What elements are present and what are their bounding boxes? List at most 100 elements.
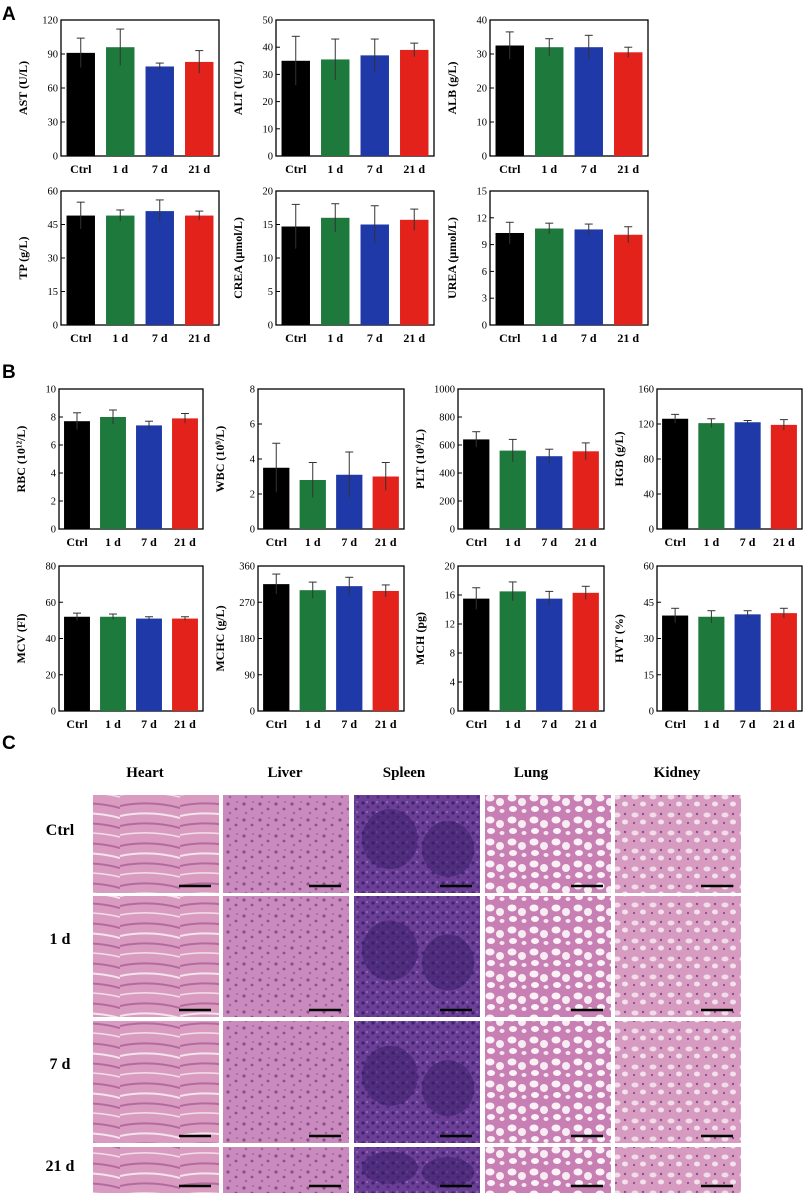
histology-image: [615, 896, 741, 1017]
y-tick-label: 60: [48, 84, 59, 95]
bar: [574, 47, 603, 157]
category-label: 7 d: [541, 717, 557, 731]
panel-label-b: B: [2, 362, 16, 383]
y-axis-label: AST (U/L): [16, 61, 30, 115]
histology-grid: Heart Liver Spleen Lung Kidney Ctrl 1 d 7 d 21 d: [46, 765, 741, 1193]
y-axis-label: HGB (g/L): [612, 431, 626, 486]
category-label: 21 d: [575, 535, 597, 549]
histology-row-label: 7 d: [50, 1056, 71, 1073]
y-tick-label: 2: [250, 490, 255, 501]
y-tick-label: 270: [239, 598, 255, 609]
bar: [299, 590, 326, 711]
bar: [536, 456, 563, 529]
category-label: 1 d: [704, 717, 720, 731]
category-label: 1 d: [327, 162, 343, 176]
y-tick-label: 20: [263, 187, 274, 198]
y-tick-label: 0: [51, 525, 56, 536]
category-label: 7 d: [152, 162, 168, 176]
category-label: 1 d: [505, 717, 521, 731]
category-label: 21 d: [403, 162, 425, 176]
category-label: 1 d: [112, 331, 128, 345]
category-label: 7 d: [341, 535, 357, 549]
panel-label-a: A: [2, 4, 16, 25]
bar: [172, 618, 198, 711]
bar: [734, 614, 761, 711]
bar-chart-11: 0 20 40 60 80 Ctrl 1 d 7 d 21 d MCV (Fl): [14, 562, 204, 731]
y-tick-label: 0: [450, 525, 455, 536]
y-tick-label: 600: [439, 441, 455, 452]
histology-image: [223, 1021, 349, 1143]
bar: [495, 45, 524, 156]
y-axis-label: RBC (10¹²/L): [14, 426, 28, 493]
y-tick-label: 20: [445, 562, 456, 573]
y-tick-label: 4: [51, 469, 57, 480]
spleen-follicle: [362, 920, 418, 981]
y-tick-label: 6: [482, 267, 487, 278]
y-tick-label: 20: [46, 670, 57, 681]
bar: [106, 215, 135, 325]
histology-image: [223, 896, 349, 1017]
bar: [400, 219, 429, 325]
category-label: 21 d: [617, 162, 639, 176]
bar-chart-1: 0 30 60 90 120 Ctrl 1 d 7 d 21 d AST (U/L): [16, 16, 220, 176]
bar: [734, 422, 761, 529]
histology-image: [615, 1021, 741, 1143]
bar-chart-3: 0 10 20 30 40 Ctrl 1 d 7 d 21 d ALB (g/L): [445, 16, 649, 176]
bar: [463, 598, 490, 711]
bar-chart-5: 0 5 10 15 20 Ctrl 1 d 7 d 21 d CREA (μmol/L): [231, 187, 435, 345]
category-label: 7 d: [740, 535, 756, 549]
y-tick-label: 60: [48, 187, 59, 198]
y-tick-label: 0: [53, 321, 58, 332]
bar: [64, 616, 90, 711]
category-label: Ctrl: [266, 717, 288, 731]
y-axis-label: PLT (10⁹/L): [413, 429, 427, 489]
histology-image: [485, 1021, 611, 1143]
bar: [145, 211, 174, 325]
bar: [662, 615, 689, 711]
bar: [535, 47, 564, 157]
y-tick-label: 90: [245, 670, 256, 681]
histology-image: [485, 795, 611, 893]
bar: [572, 451, 599, 529]
category-label: 21 d: [773, 717, 795, 731]
category-label: 1 d: [305, 535, 321, 549]
spleen-follicle: [422, 934, 474, 991]
category-label: 7 d: [367, 162, 383, 176]
y-axis-label: CREA (μmol/L): [231, 217, 245, 299]
bar: [66, 215, 95, 325]
category-label: 1 d: [704, 535, 720, 549]
category-label: Ctrl: [66, 717, 88, 731]
bar: [66, 52, 95, 156]
y-tick-label: 160: [638, 385, 654, 396]
category-label: 1 d: [505, 535, 521, 549]
y-tick-label: 0: [53, 152, 58, 163]
y-tick-label: 30: [477, 50, 488, 61]
plot-frame: [457, 388, 605, 530]
y-tick-label: 0: [268, 321, 273, 332]
y-tick-label: 6: [51, 441, 56, 452]
histology-image: [223, 795, 349, 893]
histology-column-label: Heart: [126, 765, 163, 781]
y-tick-label: 4: [250, 455, 256, 466]
bar-chart-2: 0 10 20 30 40 50 Ctrl 1 d 7 d 21 d ALT (U/L): [231, 16, 435, 176]
category-label: 21 d: [575, 717, 597, 731]
y-tick-label: 15: [263, 220, 274, 231]
y-tick-label: 30: [644, 634, 655, 645]
histology-column-label: Spleen: [383, 765, 426, 781]
bar: [698, 616, 725, 711]
category-label: 21 d: [375, 535, 397, 549]
histology-image: [485, 896, 611, 1017]
panel-label-c: C: [2, 733, 16, 754]
category-label: 21 d: [188, 162, 210, 176]
y-axis-label: WBC (10⁹/L): [213, 426, 227, 493]
category-label: Ctrl: [499, 162, 521, 176]
y-tick-label: 0: [649, 525, 654, 536]
y-tick-label: 10: [263, 254, 274, 265]
y-tick-label: 8: [51, 413, 56, 424]
y-axis-label: UREA (μmol/L): [445, 217, 459, 299]
y-tick-label: 1000: [434, 385, 455, 396]
category-label: 7 d: [141, 535, 157, 549]
category-label: 7 d: [581, 331, 597, 345]
bar: [499, 450, 526, 529]
